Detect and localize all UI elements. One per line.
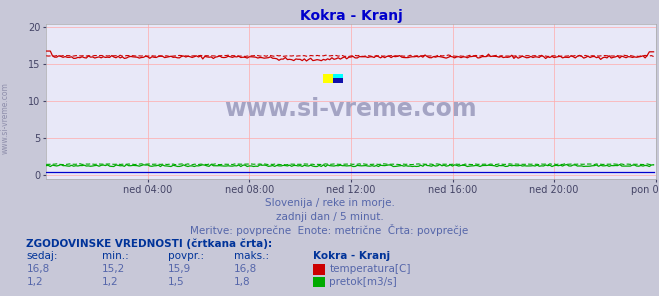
- Text: 16,8: 16,8: [26, 264, 49, 274]
- Text: min.:: min.:: [102, 251, 129, 261]
- Text: temperatura[C]: temperatura[C]: [330, 264, 411, 274]
- Text: sedaj:: sedaj:: [26, 251, 58, 261]
- Text: 15,2: 15,2: [102, 264, 125, 274]
- Text: 15,9: 15,9: [168, 264, 191, 274]
- Text: www.si-vreme.com: www.si-vreme.com: [225, 97, 477, 121]
- Text: 1,2: 1,2: [102, 277, 119, 287]
- Text: povpr.:: povpr.:: [168, 251, 204, 261]
- Text: 1,5: 1,5: [168, 277, 185, 287]
- Text: ZGODOVINSKE VREDNOSTI (črtkana črta):: ZGODOVINSKE VREDNOSTI (črtkana črta):: [26, 239, 272, 250]
- Text: www.si-vreme.com: www.si-vreme.com: [1, 83, 10, 154]
- Text: 16,8: 16,8: [234, 264, 257, 274]
- Text: 1,8: 1,8: [234, 277, 250, 287]
- Text: maks.:: maks.:: [234, 251, 269, 261]
- Text: Meritve: povprečne  Enote: metrične  Črta: povprečje: Meritve: povprečne Enote: metrične Črta:…: [190, 224, 469, 236]
- Title: Kokra - Kranj: Kokra - Kranj: [300, 9, 402, 22]
- Text: pretok[m3/s]: pretok[m3/s]: [330, 277, 397, 287]
- Text: 1,2: 1,2: [26, 277, 43, 287]
- Text: Kokra - Kranj: Kokra - Kranj: [313, 251, 390, 261]
- Bar: [333, 74, 343, 83]
- Bar: [333, 78, 343, 83]
- Text: zadnji dan / 5 minut.: zadnji dan / 5 minut.: [275, 212, 384, 222]
- Text: Slovenija / reke in morje.: Slovenija / reke in morje.: [264, 198, 395, 208]
- Bar: [324, 74, 343, 83]
